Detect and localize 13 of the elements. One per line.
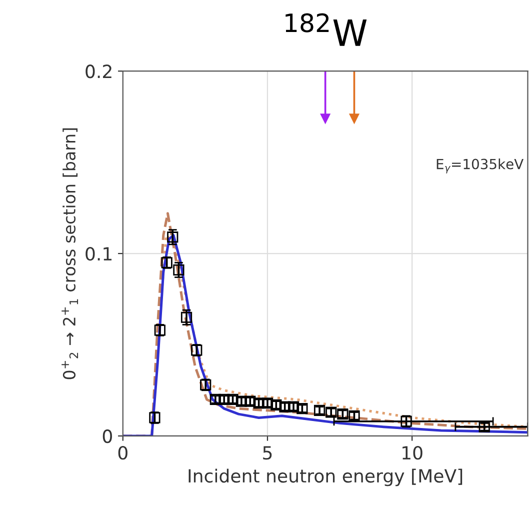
chart-title: $^{182}$W [286,13,367,46]
y-tick-label: 0.1 [86,246,112,261]
y-tick-label: 0 [102,429,112,444]
annotation: E$_{γ}$=1035keV [436,158,524,174]
y-tick-label: 0.2 [86,64,112,78]
x-tick-label: 10 [402,446,422,460]
x-tick-label: 0 [118,446,128,460]
point [167,232,178,243]
x-axis-title: Incident neutron energy [MeV] [188,468,462,486]
point [180,312,192,323]
x-tick-label: 5 [263,446,272,460]
y-axis-title: 0$^{+}$$_{2}$ → 2$^{+}$$_{1}$ cross section [barn] [62,128,78,380]
point [173,264,184,276]
